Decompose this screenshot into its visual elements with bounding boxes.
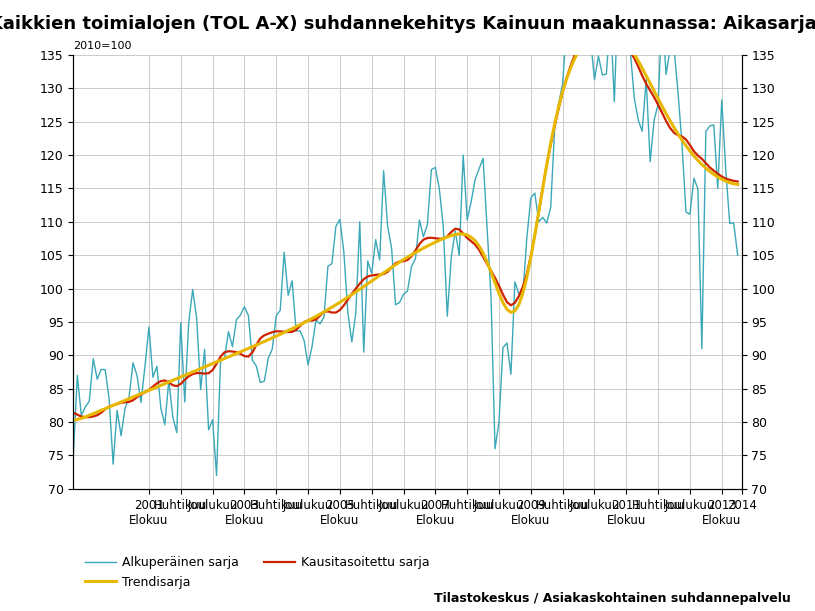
Text: 2010=100: 2010=100 <box>73 41 131 51</box>
Trendisarja <box>259 338 269 345</box>
Alkuperäinen sarja <box>187 286 197 293</box>
Kausitasoitettu sarja <box>462 234 472 241</box>
Kausitasoitettu sarja <box>733 178 742 185</box>
Kausitasoitettu sarja <box>299 318 309 326</box>
Trendisarja <box>597 25 607 32</box>
Trendisarja <box>68 417 78 424</box>
Kausitasoitettu sarja <box>263 330 273 337</box>
Trendisarja <box>601 25 611 32</box>
Text: Kaikkien toimialojen (TOL A-X) suhdannekehitys Kainuun maakunnassa: Aikasarjat: Kaikkien toimialojen (TOL A-X) suhdannek… <box>0 15 815 33</box>
Text: Tilastokeskus / Asiakaskohtainen suhdannepalvelu: Tilastokeskus / Asiakaskohtainen suhdann… <box>434 592 791 605</box>
Trendisarja <box>733 181 742 188</box>
Kausitasoitettu sarja <box>451 225 460 232</box>
Legend: Alkuperäinen sarja, Trendisarja, Kausitasoitettu sarja: Alkuperäinen sarja, Trendisarja, Kausita… <box>80 552 435 594</box>
Trendisarja <box>447 232 456 240</box>
Alkuperäinen sarja <box>451 227 460 235</box>
Kausitasoitettu sarja <box>606 35 615 43</box>
Trendisarja <box>295 321 305 328</box>
Kausitasoitettu sarja <box>68 409 78 416</box>
Kausitasoitettu sarja <box>192 370 201 377</box>
Trendisarja <box>187 368 197 376</box>
Alkuperäinen sarja <box>263 354 273 362</box>
Alkuperäinen sarja <box>212 472 222 479</box>
Kausitasoitettu sarja <box>81 414 90 421</box>
Line: Trendisarja: Trendisarja <box>73 29 738 420</box>
Alkuperäinen sarja <box>601 70 611 78</box>
Alkuperäinen sarja <box>733 252 742 259</box>
Line: Kausitasoitettu sarja: Kausitasoitettu sarja <box>73 35 738 417</box>
Line: Alkuperäinen sarja: Alkuperäinen sarja <box>73 0 738 475</box>
Alkuperäinen sarja <box>299 337 309 344</box>
Trendisarja <box>458 230 468 238</box>
Alkuperäinen sarja <box>68 452 78 459</box>
Alkuperäinen sarja <box>462 216 472 224</box>
Kausitasoitettu sarja <box>593 31 603 38</box>
